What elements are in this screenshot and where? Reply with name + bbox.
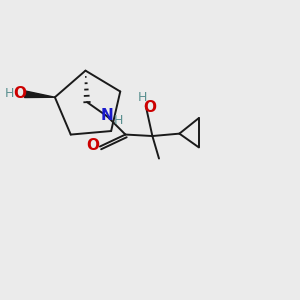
Text: O: O <box>13 85 26 100</box>
Text: O: O <box>143 100 156 115</box>
Text: H: H <box>114 114 124 127</box>
Polygon shape <box>25 91 55 98</box>
Text: N: N <box>100 107 113 122</box>
Text: H: H <box>138 91 148 103</box>
Text: H: H <box>5 86 15 100</box>
Text: O: O <box>86 137 99 152</box>
